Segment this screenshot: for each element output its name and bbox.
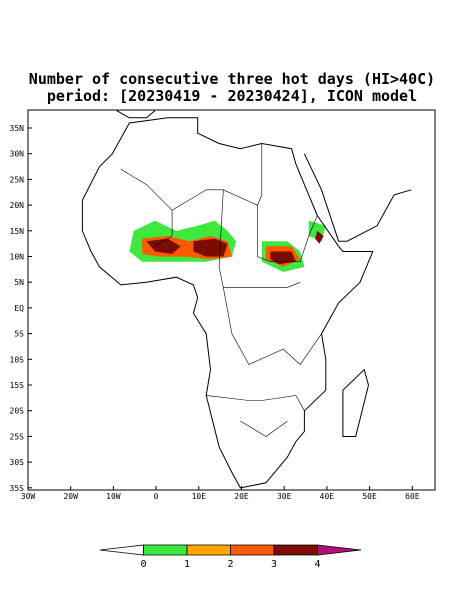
lat-label: 25N bbox=[10, 175, 25, 184]
lon-label: 20E bbox=[234, 492, 249, 501]
lat-label: 5N bbox=[14, 278, 24, 287]
colorbar-segment bbox=[317, 544, 362, 556]
coastline bbox=[116, 110, 156, 119]
hot-area bbox=[315, 230, 324, 244]
border bbox=[206, 395, 305, 411]
lon-label: 0 bbox=[154, 492, 159, 501]
colorbar-segment bbox=[99, 544, 144, 556]
hot-area bbox=[193, 238, 228, 257]
hot-area bbox=[146, 238, 181, 254]
colorbar-label: 2 bbox=[227, 559, 233, 570]
colorbar-label: 3 bbox=[271, 559, 277, 570]
lat-label: 30N bbox=[10, 150, 25, 159]
colorbar-label: 1 bbox=[184, 559, 190, 570]
lon-label: 10W bbox=[106, 492, 121, 501]
lon-label: 60E bbox=[405, 492, 420, 501]
lat-label: 10S bbox=[10, 355, 25, 364]
colorbar-segment bbox=[273, 544, 318, 556]
map: 35N 30N 25N 20N 15N 10N 5N EQ 5S 10S 15S 20S 25S 30S 3… bbox=[10, 109, 436, 501]
lat-label: 35N bbox=[10, 124, 25, 133]
border bbox=[120, 143, 263, 211]
coastline bbox=[303, 153, 412, 242]
border bbox=[240, 420, 288, 437]
title-line-2: period: [20230419 - 20230424], ICON mode… bbox=[47, 87, 417, 105]
colorbar-segment bbox=[186, 544, 231, 556]
border bbox=[218, 189, 301, 288]
lat-label: 5S bbox=[14, 330, 24, 339]
map-frame bbox=[27, 109, 436, 491]
lat-label: 20N bbox=[10, 201, 25, 210]
lat-label: 15S bbox=[10, 381, 25, 390]
border bbox=[257, 205, 318, 262]
border bbox=[223, 287, 322, 365]
colorbar-label: 4 bbox=[314, 559, 320, 570]
colorbar-segment bbox=[143, 544, 188, 556]
lat-label: 30S bbox=[10, 458, 25, 467]
lon-label: 20W bbox=[63, 492, 78, 501]
title-line-1: Number of consecutive three hot days (HI… bbox=[29, 70, 435, 88]
colorbar-segment bbox=[230, 544, 275, 556]
border bbox=[154, 210, 173, 247]
coastline bbox=[342, 368, 370, 437]
lat-label: 10N bbox=[10, 253, 25, 262]
lat-label: 35S bbox=[10, 484, 25, 493]
lat-label: EQ bbox=[14, 304, 24, 313]
coastline bbox=[81, 117, 374, 489]
lon-label: 10E bbox=[192, 492, 207, 501]
lat-label: 25S bbox=[10, 432, 25, 441]
lon-label: 40E bbox=[320, 492, 335, 501]
lon-label: 50E bbox=[362, 492, 377, 501]
lon-label: 30E bbox=[277, 492, 292, 501]
hot-area bbox=[270, 251, 296, 265]
lat-label: 20S bbox=[10, 407, 25, 416]
lon-label: 30W bbox=[21, 492, 36, 501]
lat-label: 15N bbox=[10, 227, 25, 236]
colorbar-label: 0 bbox=[140, 559, 146, 570]
